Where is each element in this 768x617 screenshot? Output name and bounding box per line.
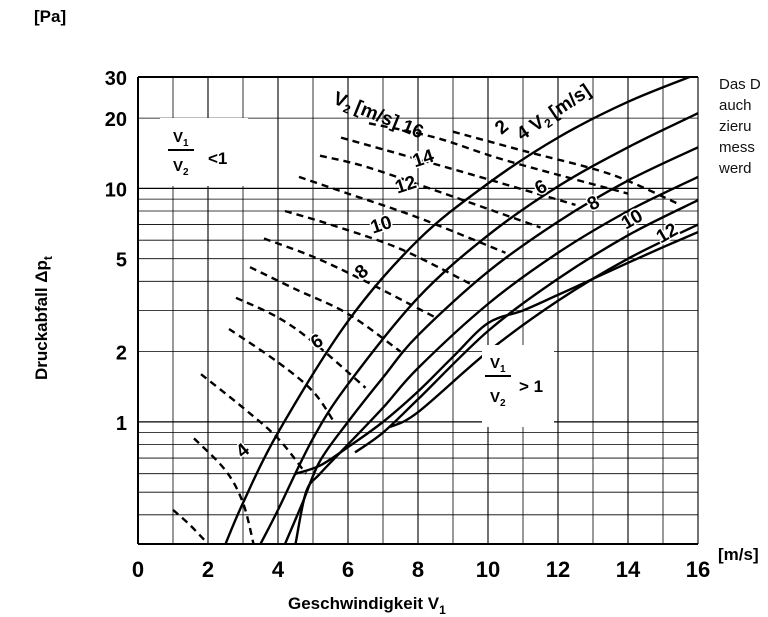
curve-label: 10 bbox=[618, 205, 647, 234]
x-unit-label: [m/s] bbox=[718, 545, 759, 564]
x-axis-title-main: Geschwindigkeit V bbox=[288, 594, 440, 613]
dashed-curve-16 bbox=[452, 130, 681, 206]
lower-ratio-den-sub: 2 bbox=[183, 167, 189, 178]
side-note-line: werd bbox=[719, 160, 752, 177]
solid-curve-2 bbox=[224, 77, 693, 544]
solid-curve-10 bbox=[354, 199, 698, 454]
dashed-family-unit: [m/s] 16 bbox=[352, 97, 426, 143]
dashed-curve-10 bbox=[263, 237, 437, 319]
dashed-curve-10 bbox=[284, 209, 472, 285]
x-tick-label: 4 bbox=[272, 557, 285, 582]
x-tick-label: 0 bbox=[132, 557, 144, 582]
x-tick-label: 8 bbox=[412, 557, 424, 582]
y-axis-title: Druckabfall Δpt bbox=[32, 256, 55, 380]
curve-label: 6 bbox=[307, 330, 327, 353]
dashed-curve-8 bbox=[249, 266, 402, 353]
solid-curve-4 bbox=[259, 112, 698, 544]
upper-ratio-den-sub: 2 bbox=[500, 398, 506, 409]
curve-label: 10 bbox=[368, 212, 395, 239]
y-unit-label: [Pa] bbox=[34, 7, 66, 26]
lower-ratio-rel: <1 bbox=[208, 149, 227, 168]
region-label-upper: V1 V2 > 1 bbox=[482, 345, 554, 427]
solid-family-unit: [m/s] bbox=[546, 80, 595, 123]
solid-curve-12 bbox=[389, 223, 698, 429]
x-tick-label: 12 bbox=[546, 557, 570, 582]
dashed-curve-14 bbox=[368, 122, 629, 195]
dashed-curve-12 bbox=[298, 175, 506, 254]
x-tick-label: 14 bbox=[616, 557, 641, 582]
dashed-curve-4 bbox=[193, 437, 255, 544]
curve-label: 6 bbox=[531, 176, 551, 199]
upper-ratio-num: V bbox=[490, 355, 500, 372]
y-axis-title-sub: t bbox=[41, 256, 55, 260]
solid-family-v: 4 V bbox=[513, 112, 549, 146]
ratio-boundary-curve bbox=[295, 230, 698, 475]
lower-ratio-num: V bbox=[173, 129, 183, 146]
y-tick-label: 1 bbox=[116, 413, 127, 435]
y-tick-label: 10 bbox=[105, 179, 127, 201]
y-tick-label: 5 bbox=[116, 250, 127, 272]
x-tick-label: 2 bbox=[202, 557, 214, 582]
x-tick-label: 6 bbox=[342, 557, 354, 582]
region-label-lower: V1 V2 <1 bbox=[160, 118, 248, 186]
dashed-curve-4 bbox=[172, 509, 209, 544]
svg-text:V1: V1 bbox=[490, 355, 506, 375]
grid bbox=[137, 76, 699, 545]
solid-family-label: 4 V2[m/s] bbox=[513, 80, 596, 146]
y-tick-label: 20 bbox=[105, 109, 127, 131]
dashed-family-label: V2[m/s] 16 bbox=[329, 88, 426, 145]
x-axis-title: Geschwindigkeit V1 bbox=[288, 594, 446, 617]
solid-curve-8 bbox=[294, 175, 698, 544]
curve-label: 8 bbox=[351, 261, 373, 284]
curves bbox=[172, 77, 698, 544]
solid-curve-6 bbox=[283, 146, 698, 544]
curve-label: 12 bbox=[393, 172, 420, 199]
curve-label: 2 bbox=[491, 116, 513, 139]
svg-text:V1: V1 bbox=[173, 129, 189, 149]
side-note-line: zieru bbox=[719, 118, 752, 135]
side-note-line: auch bbox=[719, 97, 752, 114]
side-note-line: mess bbox=[719, 139, 755, 156]
side-note: Das D auch zieru mess werd bbox=[719, 74, 768, 179]
upper-ratio-rel: > 1 bbox=[519, 377, 543, 396]
side-note-line: Das D bbox=[719, 76, 761, 93]
y-tick-label: 30 bbox=[105, 68, 127, 90]
svg-text:V2: V2 bbox=[173, 158, 189, 178]
x-axis-title-sub: 1 bbox=[439, 603, 446, 617]
dashed-curve-6 bbox=[200, 373, 307, 475]
x-tick-label: 16 bbox=[686, 557, 710, 582]
y-axis-title-main: Druckabfall Δp bbox=[32, 260, 51, 380]
dashed-curve-8 bbox=[235, 296, 367, 389]
curve-label: 14 bbox=[410, 146, 437, 173]
svg-text:V2: V2 bbox=[490, 389, 506, 409]
dashed-curve-6 bbox=[228, 328, 335, 423]
y-tick-label: 2 bbox=[116, 343, 127, 365]
x-tick-label: 10 bbox=[476, 557, 500, 582]
lower-ratio-den: V bbox=[173, 158, 183, 175]
upper-ratio-den: V bbox=[490, 389, 500, 406]
lower-ratio-num-sub: 1 bbox=[183, 138, 189, 149]
dashed-family-sub: 2 bbox=[341, 101, 353, 117]
upper-ratio-num-sub: 1 bbox=[500, 364, 506, 375]
